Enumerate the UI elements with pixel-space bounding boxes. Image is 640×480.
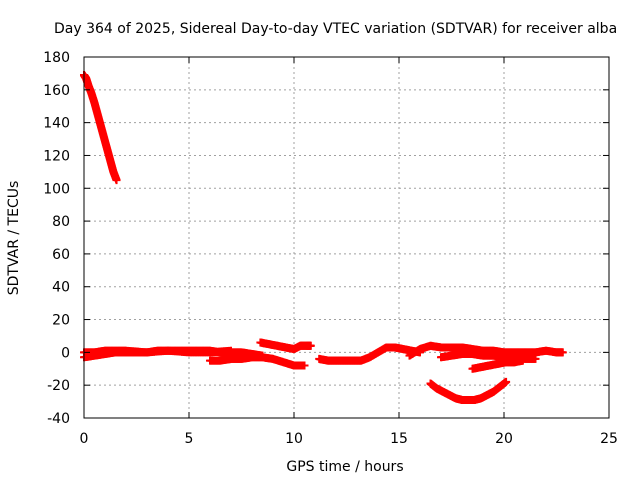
data-points <box>80 71 567 404</box>
y-tick-label: 0 <box>61 345 70 361</box>
data-point <box>112 176 121 185</box>
y-tick-label: 120 <box>43 148 70 164</box>
y-tick-labels: -40 -20 0 20 40 60 80 100 120 140 160 180 <box>43 50 70 427</box>
y-tick-label: 60 <box>52 247 70 263</box>
y-tick-label: -40 <box>47 411 70 427</box>
x-tick-label: 25 <box>600 431 618 447</box>
y-tick-label: 180 <box>43 50 70 66</box>
y-tick-label: 40 <box>52 280 70 296</box>
x-axis-label: GPS time / hours <box>286 459 403 475</box>
data-point <box>558 348 567 357</box>
data-point <box>306 341 315 350</box>
x-tick-labels: 0 5 10 15 20 25 <box>80 431 618 447</box>
axis-ticks <box>83 56 610 419</box>
y-tick-label: -20 <box>47 378 70 394</box>
y-tick-label: 80 <box>52 214 70 230</box>
y-tick-label: 160 <box>43 83 70 99</box>
y-tick-label: 140 <box>43 116 70 132</box>
x-tick-label: 5 <box>185 431 194 447</box>
data-point <box>300 361 309 370</box>
x-tick-label: 15 <box>390 431 408 447</box>
data-point <box>518 356 527 365</box>
x-tick-label: 20 <box>495 431 513 447</box>
data-point <box>227 346 235 355</box>
data-point <box>531 354 540 363</box>
x-tick-label: 0 <box>80 431 89 447</box>
y-tick-label: 100 <box>43 181 70 197</box>
y-axis-label: SDTVAR / TECUs <box>6 181 22 296</box>
x-tick-label: 10 <box>285 431 303 447</box>
plot-frame <box>83 56 610 419</box>
chart-title: Day 364 of 2025, Sidereal Day-to-day VTE… <box>54 21 617 37</box>
data-point <box>502 377 511 386</box>
y-tick-label: 20 <box>52 313 70 329</box>
